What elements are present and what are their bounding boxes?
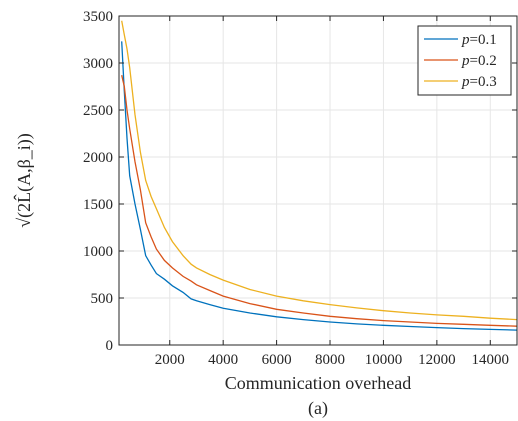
legend-label: p=0.1 — [461, 32, 497, 48]
legend-label: p=0.2 — [461, 53, 497, 69]
y-tick-label: 1500 — [83, 197, 113, 213]
series-lines — [121, 20, 518, 331]
series-line-p-0-2 — [121, 75, 518, 327]
series-line-p-0-3 — [121, 20, 518, 321]
figure-caption: (a) — [308, 398, 328, 419]
x-tick-labels: 2000 4000 6000 8000 10000 12000 14000 — [155, 352, 509, 368]
legend: p=0.1 p=0.2 p=0.3 — [417, 25, 512, 96]
x-tick-label: 14000 — [472, 352, 510, 368]
y-tick-label: 1000 — [83, 244, 113, 260]
plot-frame — [118, 15, 518, 346]
y-axis-title: √(2L̂(A,β_i)) — [13, 133, 35, 228]
y-tick-label: 3500 — [83, 9, 113, 25]
x-tick-label: 6000 — [262, 352, 292, 368]
x-tick-label: 4000 — [208, 352, 238, 368]
y-tick-label: 3000 — [83, 56, 113, 72]
y-tick-labels: 0 500 1000 1500 2000 2500 3000 3500 — [83, 9, 113, 354]
y-tick-label: 2000 — [83, 150, 113, 166]
y-tick-label: 0 — [106, 338, 114, 354]
series-line-p-0-1 — [121, 41, 518, 331]
x-tick-label: 2000 — [155, 352, 185, 368]
x-tick-label: 10000 — [365, 352, 403, 368]
x-tick-label: 8000 — [315, 352, 345, 368]
y-axis-title-text: √(2L̂(A,β_i)) — [13, 133, 35, 228]
y-tick-label: 500 — [91, 291, 114, 307]
axes — [118, 15, 518, 346]
legend-label: p=0.3 — [461, 74, 497, 90]
x-axis-title: Communication overhead — [225, 373, 411, 393]
x-tick-label: 12000 — [418, 352, 456, 368]
y-tick-label: 2500 — [83, 103, 113, 119]
